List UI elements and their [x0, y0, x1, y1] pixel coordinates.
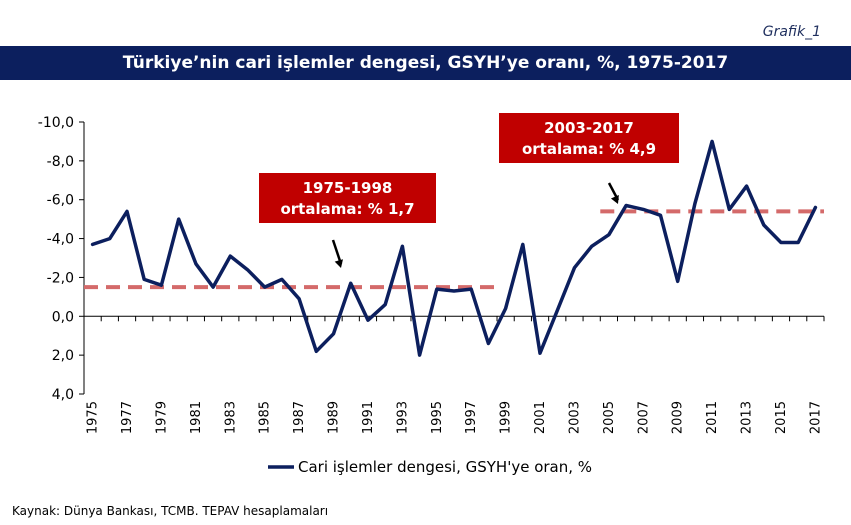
x-tick-label: 1995 — [430, 401, 445, 434]
y-axis: -10,0 -8,0 -6,0 -4,0 -2,0 0,0 2,0 4,0 — [38, 115, 85, 403]
x-tick-label: 1997 — [464, 401, 479, 434]
figure-label: Grafik_1 — [762, 24, 821, 40]
x-tick-label: 2009 — [671, 401, 686, 434]
x-tick-label: 1981 — [189, 401, 204, 434]
annotation-arrow — [331, 239, 343, 265]
x-tick-label: 2003 — [567, 401, 582, 434]
x-tick-label: 2005 — [602, 401, 617, 434]
annotation-box: 1975-1998 ortalama: % 1,7 — [259, 173, 436, 223]
x-tick-label: 2007 — [636, 401, 651, 434]
legend-label: Cari işlemler dengesi, GSYH'ye oran, % — [298, 458, 592, 476]
average-lines — [84, 209, 824, 290]
x-tick-label: 2001 — [533, 401, 548, 434]
y-tick-label: -2,0 — [47, 270, 74, 286]
x-tick-label: 1983 — [223, 401, 238, 434]
y-tick-label: -10,0 — [38, 115, 74, 131]
x-tick-label: 1991 — [361, 401, 376, 434]
annotation-arrow-head — [334, 259, 343, 268]
source-note: Kaynak: Dünya Bankası, TCMB. TEPAV hesap… — [12, 504, 329, 518]
annotation-line1: 1975-1998 — [303, 179, 393, 197]
title-bar: Türkiye’nin cari işlemler dengesi, GSYH’… — [0, 46, 851, 80]
annotation-box: 2003-2017 ortalama: % 4,9 — [499, 113, 679, 163]
y-tick-label: -6,0 — [47, 193, 74, 209]
annotation-arrow-head — [610, 195, 619, 204]
annotation-line1: 2003-2017 — [544, 119, 634, 137]
x-tick-label: 1985 — [258, 401, 273, 434]
x-tick-label: 2015 — [774, 401, 789, 434]
x-tick-label: 1989 — [327, 401, 342, 434]
series-line — [90, 139, 818, 357]
y-tick-label: 4,0 — [52, 387, 74, 403]
x-axis: 1975 1977 1979 1981 1983 1985 1987 1989 1991 1993… — [83, 315, 825, 434]
x-tick-label: 2011 — [705, 401, 720, 434]
x-tick-label: 1999 — [499, 401, 514, 434]
chart-title: Türkiye’nin cari işlemler dengesi, GSYH’… — [122, 53, 729, 73]
series-group — [90, 139, 818, 357]
x-tick-label: 1975 — [86, 401, 101, 434]
x-tick-label: 1987 — [292, 401, 307, 434]
x-tick-label: 2017 — [808, 401, 823, 434]
annotations: 1975-1998 ortalama: % 1,7 2003-2017 ortalam… — [259, 113, 679, 268]
y-tick-label: -8,0 — [47, 154, 74, 170]
annotation-line2: ortalama: % 1,7 — [280, 200, 414, 218]
y-tick-label: 0,0 — [52, 309, 74, 325]
legend: Cari işlemler dengesi, GSYH'ye oran, % — [268, 458, 592, 476]
x-tick-label: 2013 — [740, 401, 755, 434]
x-tick-label: 1977 — [120, 401, 135, 434]
annotation-line2: ortalama: % 4,9 — [522, 140, 656, 158]
y-tick-label: 2,0 — [52, 348, 74, 364]
y-tick-label: -4,0 — [47, 232, 74, 248]
annotation-bg — [499, 113, 679, 163]
x-tick-label: 1993 — [395, 401, 410, 434]
x-tick-label: 1979 — [154, 401, 169, 434]
annotation-bg — [259, 173, 436, 223]
